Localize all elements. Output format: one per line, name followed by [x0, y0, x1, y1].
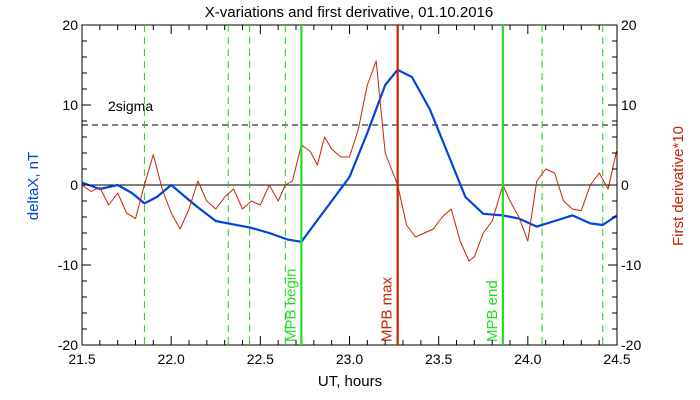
y-tick-label-right: 20 [621, 17, 637, 33]
y-tick-label-left: -10 [58, 257, 78, 273]
x-tick-label: 24.5 [603, 351, 630, 367]
x-tick-label: 22.0 [158, 351, 185, 367]
y-tick-label-left: 20 [62, 17, 78, 33]
x-tick-label: 24.0 [514, 351, 541, 367]
series-lines [81, 60, 618, 262]
mpb-markers: MPB begin MPB max MPB end [282, 25, 504, 345]
chart-title: X-variations and first derivative, 01.10… [205, 4, 494, 21]
marker-label: MPB end [484, 280, 501, 342]
x-tick-label: 23.5 [425, 351, 452, 367]
y-tick-label-right: 0 [621, 177, 629, 193]
marker-label: MPB max [379, 276, 396, 342]
x-tick-label: 22.5 [247, 351, 274, 367]
y-axis-title-right: First derivative*10 [670, 126, 687, 246]
marker-label: MPB begin [282, 269, 299, 342]
deltaX-line [81, 68, 618, 243]
y-tick-label-left: -20 [58, 337, 78, 353]
y-tick-label-right: -10 [621, 257, 641, 273]
derivative-line [81, 60, 618, 262]
y-axis-title-left: deltaX, nT [25, 152, 42, 220]
x-tick-label: 21.5 [68, 351, 95, 367]
x-tick-label: 23.0 [336, 351, 363, 367]
y-tick-label-left: 10 [62, 97, 78, 113]
reference-lines [82, 25, 617, 345]
y-tick-label-left: 0 [70, 177, 78, 193]
y-tick-label-right: 10 [621, 97, 637, 113]
y-tick-label-right: -20 [621, 337, 641, 353]
threshold-label: 2sigma [108, 98, 153, 114]
axes: 21.5 22.0 22.5 23.0 23.5 24.0 24.5-20-1001020-… [58, 17, 642, 367]
x-axis-title: UT, hours [318, 373, 382, 390]
